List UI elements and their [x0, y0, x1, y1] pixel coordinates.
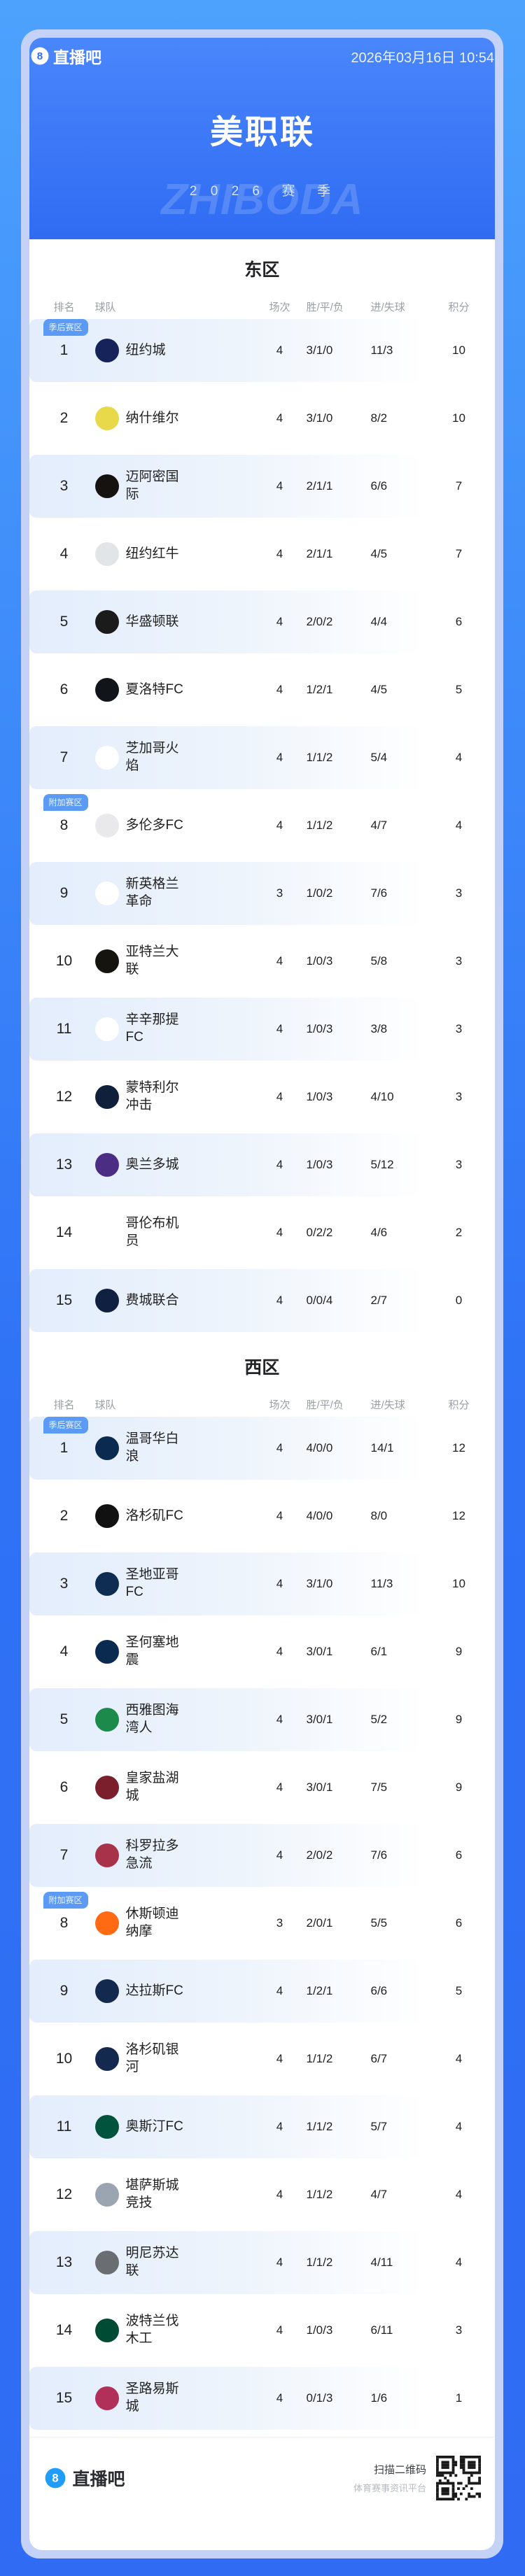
svg-text:8: 8	[52, 2472, 58, 2485]
svg-text:8: 8	[37, 50, 43, 62]
